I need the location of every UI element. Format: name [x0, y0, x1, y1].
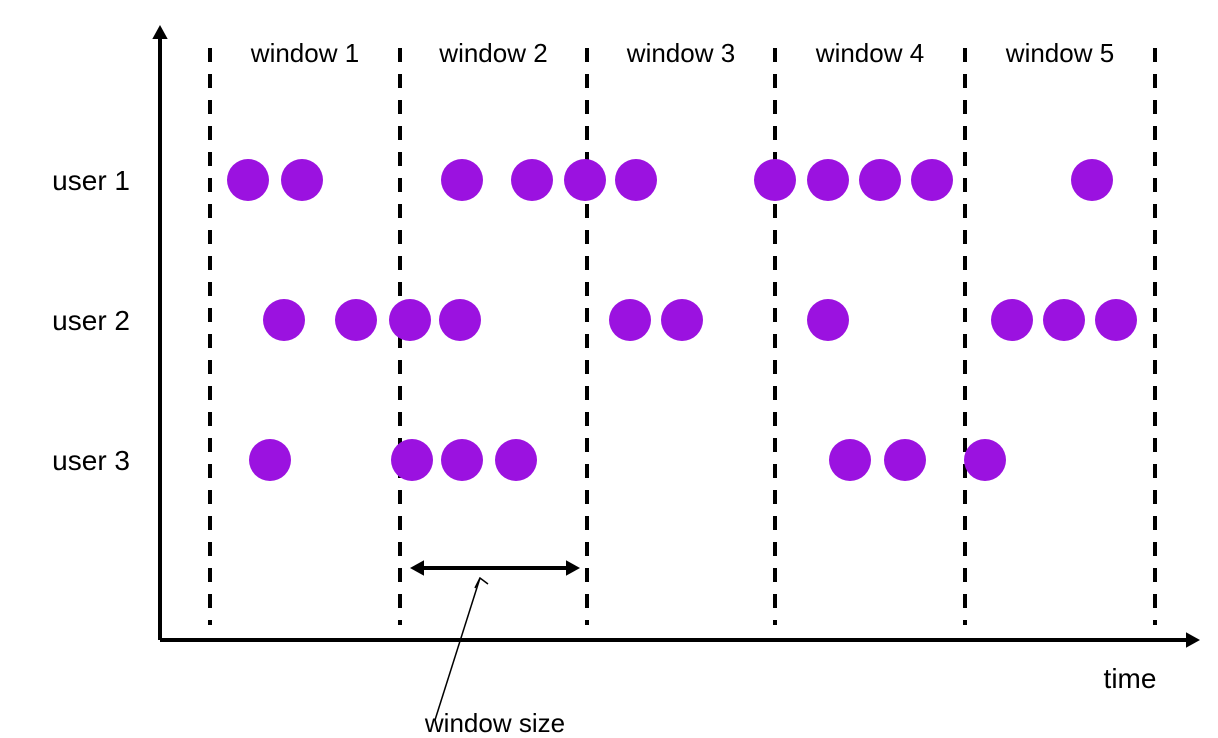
window-label: window 3	[626, 38, 735, 68]
event-dot-icon	[1095, 299, 1137, 341]
event-dot-icon	[884, 439, 926, 481]
event-dot-icon	[441, 159, 483, 201]
x-axis-label: time	[1104, 663, 1157, 694]
window-label: window 2	[438, 38, 547, 68]
event-dot-icon	[441, 439, 483, 481]
event-dot-icon	[807, 159, 849, 201]
user-label: user 3	[52, 445, 130, 476]
window-label: window 5	[1005, 38, 1114, 68]
event-dot-icon	[249, 439, 291, 481]
arrowhead-icon	[1186, 632, 1200, 647]
diagram-svg: time window 1 window 2 window 3 window 4 wind…	[0, 0, 1218, 738]
event-dot-icon	[829, 439, 871, 481]
event-dot-icon	[1043, 299, 1085, 341]
arrowhead-icon	[152, 25, 167, 39]
window-size-label: window size	[424, 708, 565, 738]
window-label: window 4	[815, 38, 924, 68]
event-dot-icon	[281, 159, 323, 201]
event-dot-icon	[391, 439, 433, 481]
event-dot-icon	[964, 439, 1006, 481]
event-dot-icon	[439, 299, 481, 341]
event-dot-icon	[661, 299, 703, 341]
event-dot-icon	[227, 159, 269, 201]
event-dot-icon	[495, 439, 537, 481]
user-label: user 1	[52, 165, 130, 196]
event-dot-icon	[615, 159, 657, 201]
diagram-stage: time window 1 window 2 window 3 window 4 wind…	[0, 0, 1218, 738]
event-dot-icon	[389, 299, 431, 341]
arrowhead-icon	[410, 560, 424, 575]
event-dot-icon	[991, 299, 1033, 341]
event-dot-icon	[859, 159, 901, 201]
arrowhead-icon	[566, 560, 580, 575]
window-label: window 1	[250, 38, 359, 68]
event-dot-icon	[754, 159, 796, 201]
event-dot-icon	[335, 299, 377, 341]
event-dot-icon	[263, 299, 305, 341]
event-dot-icon	[911, 159, 953, 201]
event-dot-icon	[564, 159, 606, 201]
user-label: user 2	[52, 305, 130, 336]
event-dot-icon	[807, 299, 849, 341]
event-dot-icon	[511, 159, 553, 201]
event-dot-icon	[1071, 159, 1113, 201]
callout-line	[435, 578, 480, 720]
event-dot-icon	[609, 299, 651, 341]
